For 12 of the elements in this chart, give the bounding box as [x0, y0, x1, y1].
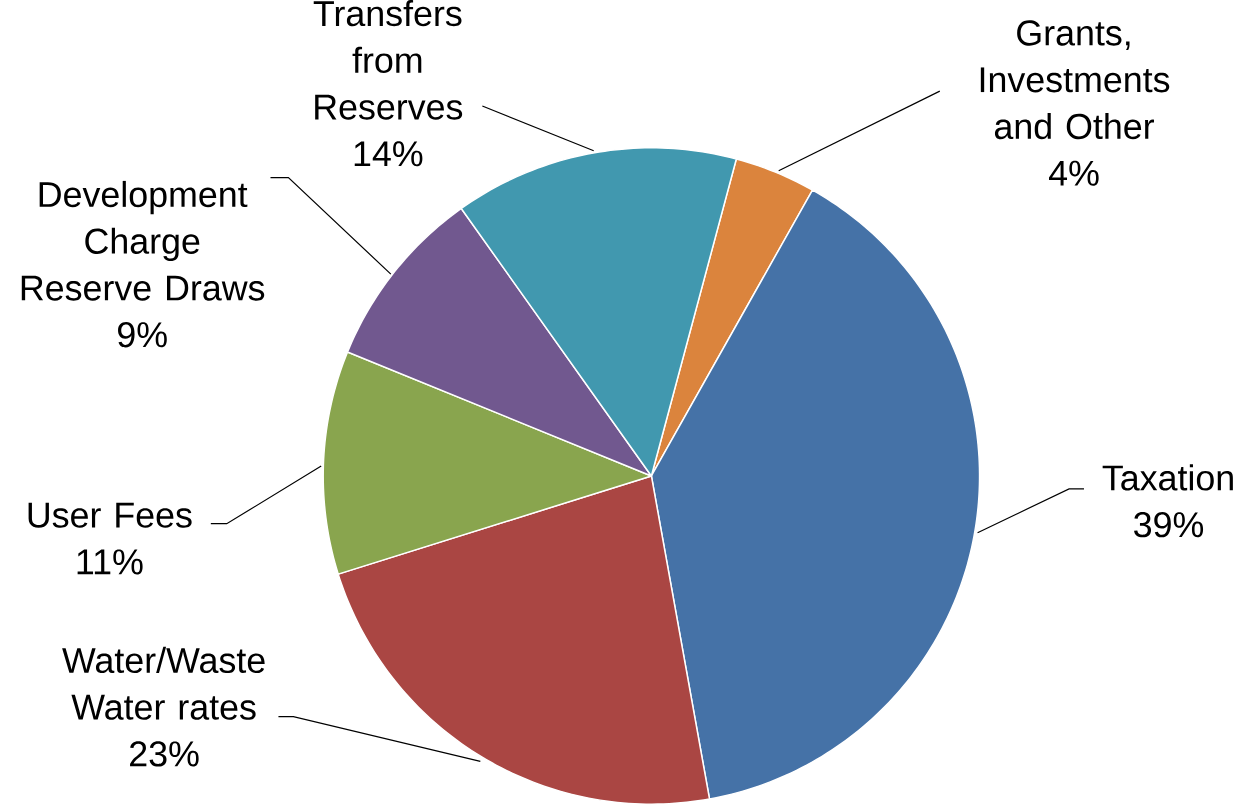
data-label: 23%: [130, 741, 199, 767]
slice-label: User Fees: [28, 502, 192, 528]
slice-label: Transfers from Reserves: [313, 0, 463, 120]
data-label: 9%: [118, 322, 167, 348]
data-label: 11%: [77, 549, 143, 575]
slice-label: Grants, Investments and Other: [980, 20, 1170, 140]
slice-label: Development Charge Reserve Draws: [21, 180, 265, 301]
data-label: 14%: [354, 141, 423, 167]
slice-label: Water/Waste Water rates: [62, 646, 265, 720]
slice-label: Taxation: [1102, 464, 1233, 491]
data-label: 39%: [1134, 512, 1204, 538]
data-label: 4%: [1048, 160, 1099, 186]
